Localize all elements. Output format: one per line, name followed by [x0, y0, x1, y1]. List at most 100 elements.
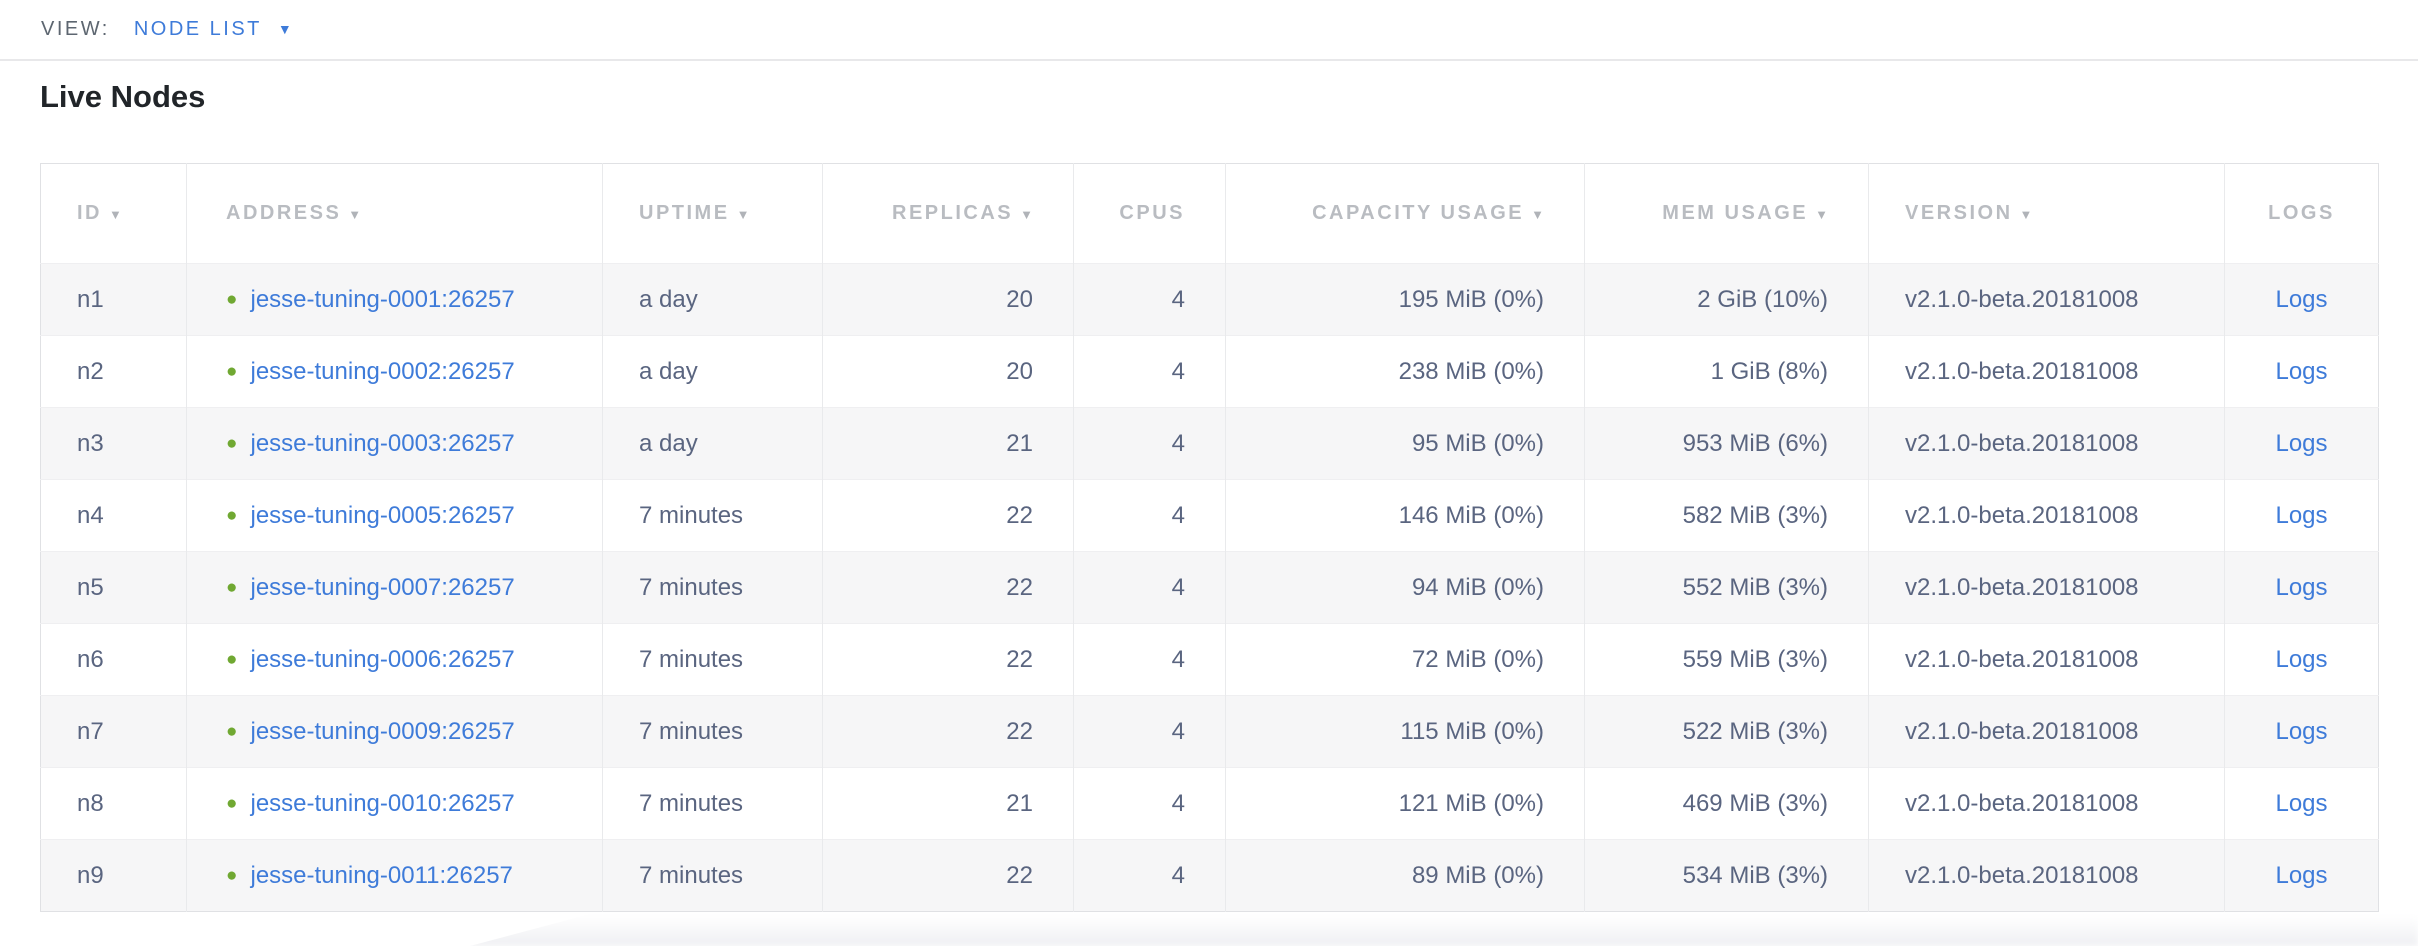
- node-address-cell: ● jesse-tuning-0003:26257: [186, 407, 603, 480]
- view-bar: VIEW: NODE LIST ▼: [0, 0, 2418, 61]
- node-mem-usage-cell: 534 MiB (3%): [1584, 839, 1869, 912]
- node-address-cell: ● jesse-tuning-0011:26257: [186, 839, 603, 912]
- node-cpus-cell: 4: [1073, 623, 1226, 696]
- node-live-status-icon: ●: [226, 864, 238, 886]
- node-table-row: n7 ● jesse-tuning-0009:26257 7 minutes 22…: [40, 695, 2379, 768]
- column-header-capacity-usage[interactable]: CAPACITY USAGE ▼: [1225, 163, 1585, 264]
- node-replicas-cell: 20: [822, 263, 1074, 336]
- node-capacity-usage-cell: 146 MiB (0%): [1225, 479, 1585, 552]
- node-cpus-cell: 4: [1073, 479, 1226, 552]
- node-capacity-usage-cell: 121 MiB (0%): [1225, 767, 1585, 840]
- node-live-status-icon: ●: [226, 288, 238, 310]
- node-logs-cell: Logs: [2224, 551, 2379, 624]
- node-replicas-cell: 22: [822, 623, 1074, 696]
- table-header-row: ID ▼ ADDRESS ▼ UPTIME ▼ REPLICAS ▼ CPUS CAPA…: [40, 163, 2379, 264]
- node-mem-usage-cell: 552 MiB (3%): [1584, 551, 1869, 624]
- node-cpus-cell: 4: [1073, 839, 1226, 912]
- sort-arrow-icon: ▼: [1531, 207, 1544, 222]
- node-uptime-cell: a day: [602, 263, 823, 336]
- node-logs-link[interactable]: Logs: [2275, 717, 2328, 745]
- sort-arrow-icon: ▼: [348, 207, 362, 222]
- column-header-id[interactable]: ID ▼: [40, 163, 187, 264]
- node-logs-cell: Logs: [2224, 767, 2379, 840]
- node-logs-link[interactable]: Logs: [2275, 501, 2328, 529]
- node-cpus-cell: 4: [1073, 335, 1226, 408]
- column-header-logs: LOGS: [2224, 163, 2379, 264]
- node-mem-usage-cell: 1 GiB (8%): [1584, 335, 1869, 408]
- node-mem-usage-cell: 469 MiB (3%): [1584, 767, 1869, 840]
- node-logs-link[interactable]: Logs: [2275, 789, 2328, 817]
- node-version-cell: v2.1.0-beta.20181008: [1868, 767, 2225, 840]
- caret-down-icon: ▼: [277, 20, 292, 37]
- node-live-status-icon: ●: [226, 792, 238, 814]
- node-live-status-icon: ●: [226, 720, 238, 742]
- node-address-link[interactable]: jesse-tuning-0011:26257: [250, 861, 513, 889]
- node-live-status-icon: ●: [226, 432, 238, 454]
- node-logs-link[interactable]: Logs: [2275, 861, 2328, 889]
- node-table-row: n2 ● jesse-tuning-0002:26257 a day 20 4 2…: [40, 335, 2379, 408]
- node-address-link[interactable]: jesse-tuning-0007:26257: [250, 573, 515, 601]
- node-replicas-cell: 22: [822, 839, 1074, 912]
- column-header-address[interactable]: ADDRESS ▼: [186, 163, 603, 264]
- page-title: Live Nodes: [40, 79, 206, 114]
- node-address-link[interactable]: jesse-tuning-0001:26257: [250, 285, 515, 313]
- node-address-link[interactable]: jesse-tuning-0009:26257: [250, 717, 515, 745]
- node-replicas-cell: 21: [822, 767, 1074, 840]
- below-fold-element-shadow: [470, 914, 2418, 946]
- node-address-link[interactable]: jesse-tuning-0003:26257: [250, 429, 515, 457]
- node-logs-cell: Logs: [2224, 335, 2379, 408]
- node-capacity-usage-cell: 238 MiB (0%): [1225, 335, 1585, 408]
- node-version-cell: v2.1.0-beta.20181008: [1868, 623, 2225, 696]
- live-nodes-section: Live Nodes ID ▼ ADDRESS ▼ UPTIME ▼ REPLICAS…: [0, 61, 2418, 912]
- node-cpus-cell: 4: [1073, 263, 1226, 336]
- node-address-cell: ● jesse-tuning-0002:26257: [186, 335, 603, 408]
- view-selector-value: NODE LIST: [133, 18, 262, 40]
- node-replicas-cell: 22: [822, 551, 1074, 624]
- node-table-row: n1 ● jesse-tuning-0001:26257 a day 20 4 1…: [40, 263, 2379, 336]
- node-capacity-usage-cell: 89 MiB (0%): [1225, 839, 1585, 912]
- node-logs-cell: Logs: [2224, 479, 2379, 552]
- node-logs-link[interactable]: Logs: [2275, 285, 2328, 313]
- node-address-link[interactable]: jesse-tuning-0006:26257: [250, 645, 515, 673]
- column-header-uptime[interactable]: UPTIME ▼: [602, 163, 823, 264]
- node-table-row: n3 ● jesse-tuning-0003:26257 a day 21 4 9…: [40, 407, 2379, 480]
- node-id-cell: n8: [40, 767, 187, 840]
- node-version-cell: v2.1.0-beta.20181008: [1868, 479, 2225, 552]
- node-logs-link[interactable]: Logs: [2275, 645, 2328, 673]
- node-address-link[interactable]: jesse-tuning-0002:26257: [250, 357, 515, 385]
- sort-arrow-icon: ▼: [736, 207, 750, 222]
- node-cpus-cell: 4: [1073, 551, 1226, 624]
- node-address-cell: ● jesse-tuning-0001:26257: [186, 263, 603, 336]
- column-header-version[interactable]: VERSION ▼: [1868, 163, 2225, 264]
- node-logs-cell: Logs: [2224, 263, 2379, 336]
- node-uptime-cell: a day: [602, 335, 823, 408]
- node-live-status-icon: ●: [226, 504, 238, 526]
- node-id-cell: n5: [40, 551, 187, 624]
- view-selector-dropdown[interactable]: NODE LIST ▼: [134, 18, 292, 41]
- node-live-status-icon: ●: [226, 360, 238, 382]
- node-live-status-icon: ●: [226, 576, 238, 598]
- node-table-row: n8 ● jesse-tuning-0010:26257 7 minutes 21…: [40, 767, 2379, 840]
- node-uptime-cell: 7 minutes: [602, 839, 823, 912]
- node-logs-link[interactable]: Logs: [2275, 357, 2328, 385]
- node-logs-link[interactable]: Logs: [2275, 573, 2328, 601]
- node-mem-usage-cell: 559 MiB (3%): [1584, 623, 1869, 696]
- node-logs-link[interactable]: Logs: [2275, 429, 2328, 457]
- node-uptime-cell: a day: [602, 407, 823, 480]
- node-table-row: n9 ● jesse-tuning-0011:26257 7 minutes 22…: [40, 839, 2379, 912]
- node-capacity-usage-cell: 115 MiB (0%): [1225, 695, 1585, 768]
- column-header-mem-usage[interactable]: MEM USAGE ▼: [1584, 163, 1869, 264]
- node-address-link[interactable]: jesse-tuning-0010:26257: [250, 789, 515, 817]
- node-id-cell: n9: [40, 839, 187, 912]
- node-table-row: n5 ● jesse-tuning-0007:26257 7 minutes 22…: [40, 551, 2379, 624]
- node-id-cell: n2: [40, 335, 187, 408]
- node-address-cell: ● jesse-tuning-0007:26257: [186, 551, 603, 624]
- node-uptime-cell: 7 minutes: [602, 479, 823, 552]
- node-live-status-icon: ●: [226, 648, 238, 670]
- node-address-link[interactable]: jesse-tuning-0005:26257: [250, 501, 515, 529]
- node-replicas-cell: 21: [822, 407, 1074, 480]
- node-uptime-cell: 7 minutes: [602, 551, 823, 624]
- node-logs-cell: Logs: [2224, 623, 2379, 696]
- node-version-cell: v2.1.0-beta.20181008: [1868, 263, 2225, 336]
- column-header-replicas[interactable]: REPLICAS ▼: [822, 163, 1074, 264]
